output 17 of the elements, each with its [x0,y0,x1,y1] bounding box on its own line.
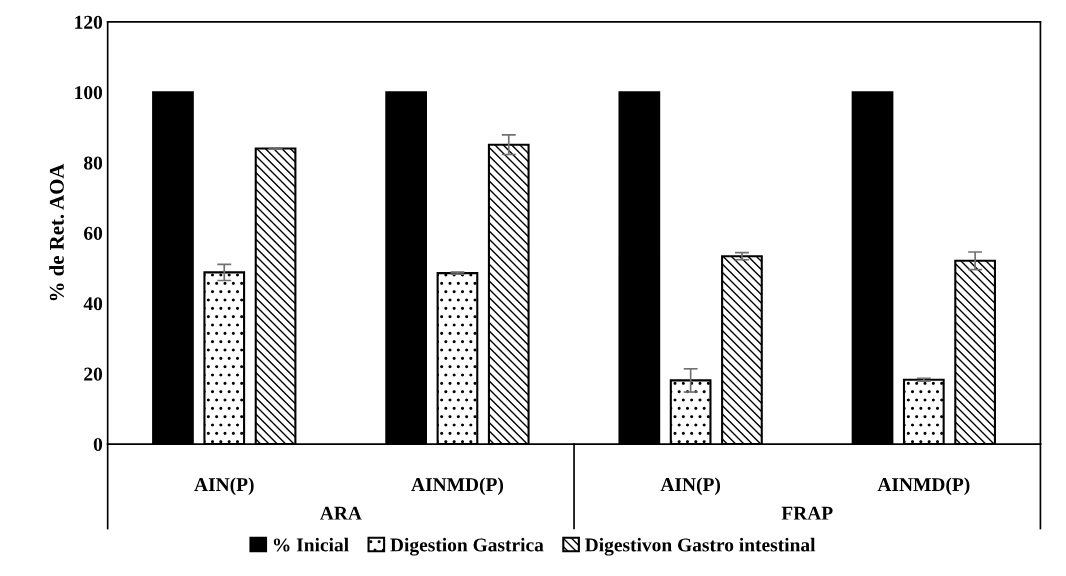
y-tick-label: 0 [93,437,103,452]
y-tick-label: 120 [75,15,103,29]
legend-label: % Inicial [273,537,349,552]
legend-label: Digestivon Gastro intestinal [585,537,816,556]
y-tick-label: 100 [75,86,103,100]
x-tick-label: AIN(P) [194,477,254,496]
y-tick-label: 20 [84,367,103,381]
x-tick-label: AINMD(P) [877,477,970,496]
y-axis-title: % de Ret. AOA [49,163,64,301]
y-tick-label: 40 [83,297,103,311]
x-tick-label: AINMD(P) [411,477,504,496]
legend-label: Digestion Gastrica [390,537,544,556]
text: FRAP [781,506,833,520]
text: ARA [319,506,362,520]
y-tick-label: 60 [84,226,103,240]
y-tick-label: 80 [84,156,103,170]
x-tick-label: AIN(P) [660,477,721,496]
